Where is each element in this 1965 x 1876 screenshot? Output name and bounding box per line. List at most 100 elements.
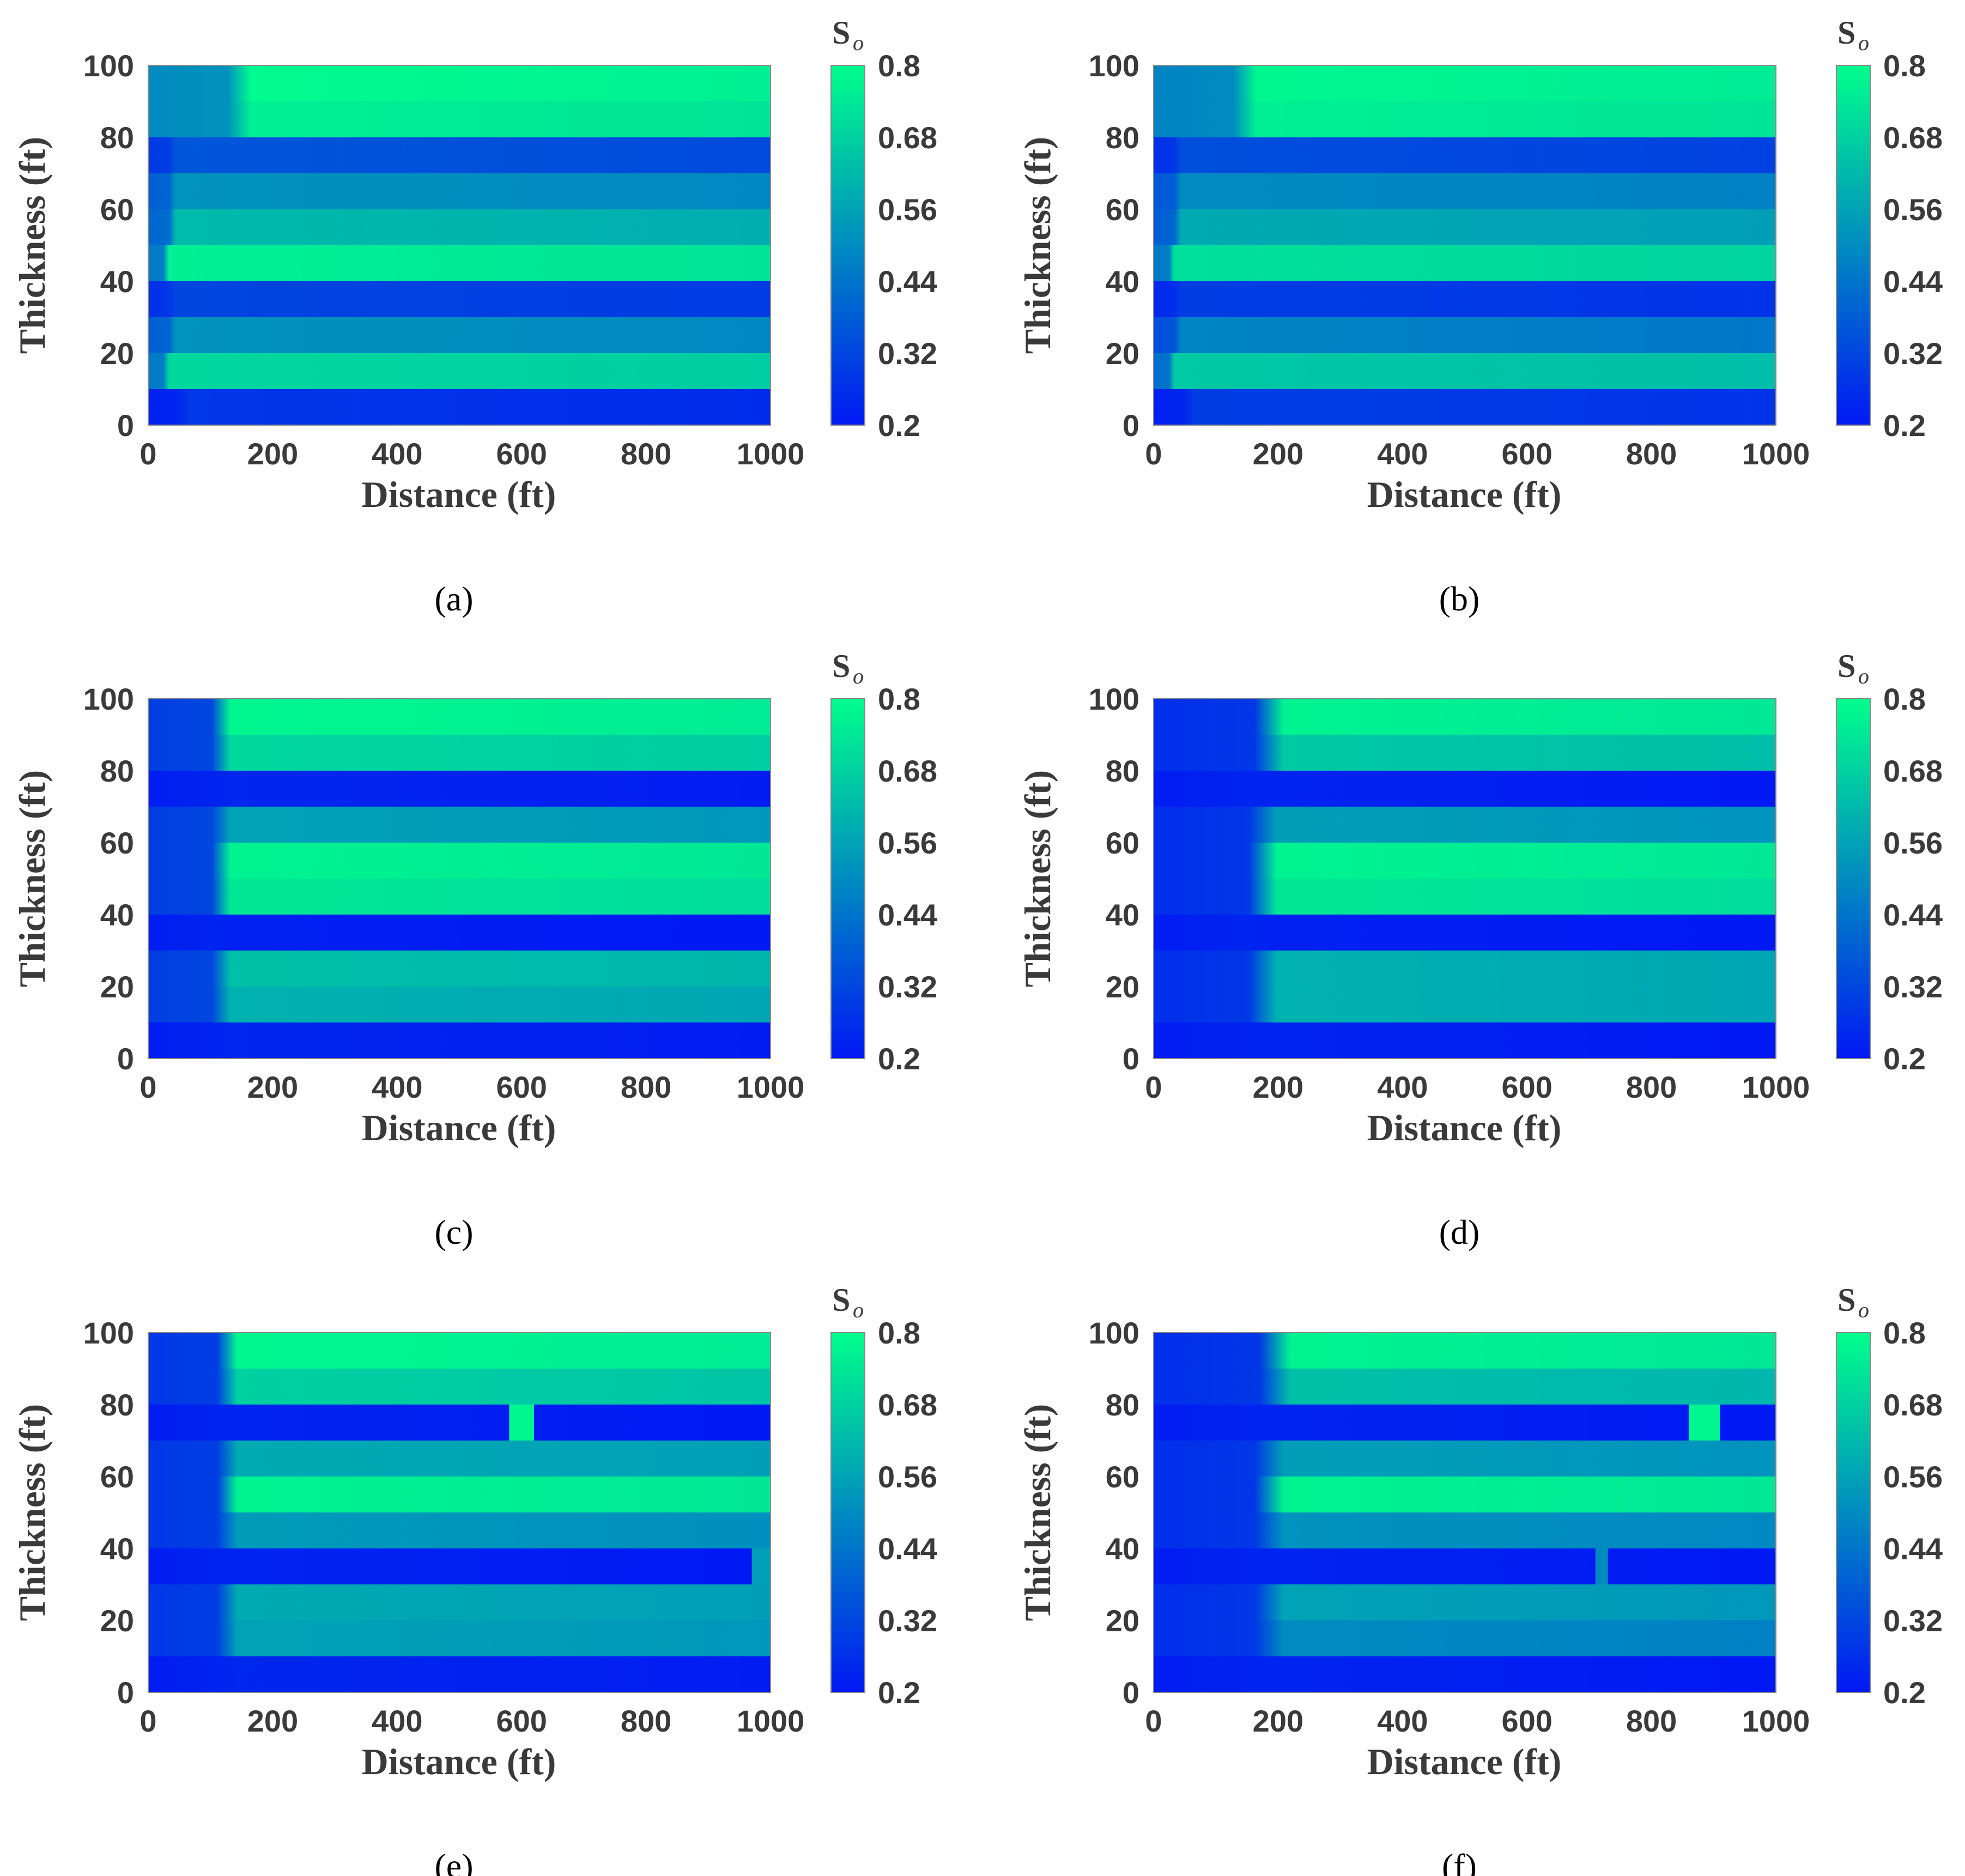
heatmap-layer (148, 1369, 771, 1405)
x-tick-label: 1000 (737, 1070, 805, 1104)
heatmap-layer (1154, 1333, 1776, 1369)
colorbar-tick-label: 0.68 (878, 1388, 937, 1422)
y-tick-label: 60 (100, 826, 134, 860)
x-tick-label: 1000 (1742, 1070, 1810, 1104)
y-tick-label: 100 (83, 1316, 134, 1350)
x-tick-label: 200 (247, 437, 298, 471)
heatmap-layer (1154, 879, 1776, 915)
panel-a: 0 200 400 600 800 1000 0 20 40 60 80 100 Distance (f… (11, 15, 937, 618)
heatmap-layer (1154, 1584, 1776, 1620)
x-tick-label: 1000 (1742, 437, 1810, 471)
colorbar-tick-label: 0.8 (1883, 1316, 1926, 1350)
colorbar-tick-label: 0.32 (878, 970, 937, 1004)
colorbar-tick-label: 0.44 (878, 264, 937, 299)
heatmap-layer (148, 101, 771, 137)
y-tick-label: 100 (1089, 682, 1139, 716)
x-tick-label: 400 (1377, 437, 1428, 471)
colorbar (831, 1333, 865, 1692)
x-axis-label: Distance (ft) (362, 474, 556, 515)
heatmap-layer (1154, 735, 1776, 771)
colorbar-tick-label: 0.8 (878, 49, 920, 83)
y-tick-label: 80 (1106, 120, 1139, 155)
heatmap-layer (1154, 843, 1776, 879)
colorbar (831, 65, 865, 425)
heatmap-layer (1154, 209, 1776, 245)
plot-frame (1153, 698, 1776, 1059)
heatmap-layer (1154, 137, 1776, 173)
plot-frame (1153, 1332, 1776, 1693)
x-tick-label: 200 (1253, 437, 1303, 471)
y-tick-label: 40 (1106, 1532, 1139, 1566)
colorbar-tick-label: 0.68 (878, 120, 937, 155)
colorbar-tick-label: 0.2 (1883, 1675, 1926, 1710)
heatmap-layer (1154, 1405, 1776, 1441)
panel-label: (d) (1439, 1213, 1480, 1251)
y-tick-label: 0 (1123, 408, 1139, 443)
y-tick-label: 40 (1106, 898, 1139, 932)
colorbar-frame (830, 65, 865, 426)
heatmap-layer (1154, 951, 1776, 987)
colorbar-tick-label: 0.32 (878, 1603, 937, 1638)
plot-frame (148, 65, 771, 426)
colorbar-subscript: o (1858, 1298, 1869, 1322)
heatmap-layer (148, 1512, 771, 1548)
y-axis-label: Thickness (ft) (11, 770, 53, 988)
colorbar-tick-label: 0.56 (1883, 192, 1943, 227)
colorbar-frame (1836, 65, 1871, 426)
colorbar-tick-label: 0.44 (878, 898, 937, 932)
plot-frame (148, 1332, 771, 1693)
x-axis-label: Distance (ft) (1367, 474, 1562, 515)
heatmap-highlight (751, 1548, 771, 1584)
y-tick-label: 60 (1106, 1460, 1139, 1494)
x-tick-label: 400 (1377, 1070, 1428, 1104)
y-tick-label: 20 (100, 970, 134, 1004)
panel-f: 0 200 400 600 800 1000 0 20 40 60 80 100 Distance (f… (1017, 1282, 1943, 1876)
x-tick-label: 800 (1626, 1070, 1677, 1104)
y-axis-label: Thickness (ft) (1017, 1404, 1058, 1621)
x-tick-label: 200 (247, 1704, 298, 1738)
colorbar-tick-label: 0.56 (1883, 826, 1943, 860)
colorbar (831, 699, 865, 1058)
colorbar-title: S (1837, 1282, 1855, 1318)
y-tick-label: 100 (83, 682, 134, 716)
panel-label: (e) (434, 1847, 473, 1876)
y-tick-label: 0 (117, 408, 134, 443)
colorbar-subscript: o (853, 664, 864, 688)
y-axis-label: Thickness (ft) (11, 137, 53, 354)
colorbar-frame (1836, 1332, 1871, 1693)
panel-d: 0 200 400 600 800 1000 0 20 40 60 80 100 Distance (f… (1017, 648, 1943, 1251)
colorbar-tick-label: 0.32 (1883, 336, 1943, 371)
heatmap-layer (148, 1656, 771, 1692)
y-tick-label: 100 (1089, 1316, 1139, 1350)
x-tick-label: 0 (140, 437, 156, 471)
colorbar-subscript: o (1858, 664, 1869, 688)
heatmap-layer (1154, 281, 1776, 317)
heatmap-layer (148, 1476, 771, 1512)
colorbar-tick-label: 0.56 (878, 192, 937, 227)
colorbar-subscript: o (853, 31, 864, 55)
panel-label: (b) (1439, 579, 1480, 618)
x-tick-label: 400 (372, 437, 422, 471)
y-tick-label: 80 (100, 120, 134, 155)
colorbar-title: S (1837, 648, 1855, 684)
heatmap-layer (148, 699, 771, 735)
heatmap-layer (1154, 699, 1776, 735)
heatmap-layer (148, 317, 771, 353)
heatmap-layer (1154, 1548, 1776, 1584)
heatmap-highlight (1689, 1405, 1720, 1441)
y-tick-label: 40 (100, 1532, 134, 1566)
heatmap-highlight (509, 1405, 535, 1441)
x-tick-label: 200 (1253, 1070, 1303, 1104)
x-tick-label: 1000 (737, 1704, 805, 1738)
heatmap-layer (148, 173, 771, 209)
colorbar-tick-label: 0.68 (1883, 754, 1943, 788)
x-tick-label: 600 (496, 437, 547, 471)
heatmap-layer (148, 137, 771, 173)
x-tick-label: 600 (1501, 1070, 1552, 1104)
panel-e: 0 200 400 600 800 1000 0 20 40 60 80 100 Distance (f… (11, 1282, 937, 1876)
x-axis-label: Distance (ft) (1367, 1741, 1562, 1782)
colorbar-frame (830, 1332, 865, 1693)
colorbar-tick-label: 0.56 (878, 826, 937, 860)
heatmap-layer (148, 245, 771, 281)
heatmap-layer (1154, 1441, 1776, 1476)
